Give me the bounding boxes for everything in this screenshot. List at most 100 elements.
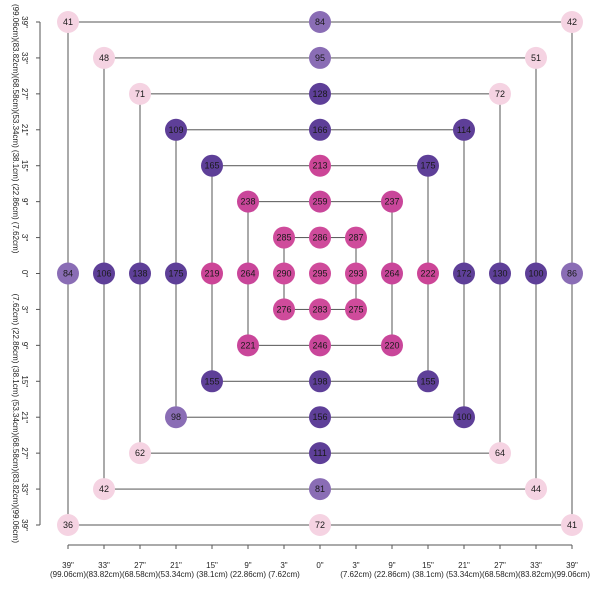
point — [309, 514, 331, 536]
tick-label-line: (22.86cm) — [11, 184, 20, 220]
point — [129, 442, 151, 465]
point-label: 86 — [567, 269, 577, 279]
tick-label-line: 39" — [566, 561, 578, 570]
point — [57, 11, 79, 33]
point-label: 175 — [168, 269, 183, 279]
point — [309, 226, 331, 249]
tick-label-line: 0" — [316, 561, 323, 570]
point-label: 222 — [420, 269, 435, 279]
point — [417, 370, 439, 393]
point-label: 155 — [420, 376, 435, 386]
point — [309, 82, 331, 105]
tick-label-line: (68.58cm) — [11, 435, 20, 471]
point-label: 264 — [240, 269, 255, 279]
tick-label-line: 27" — [20, 88, 29, 100]
point-label: 155 — [204, 376, 219, 386]
y-tick-label: 27"(68.58cm) — [11, 76, 29, 112]
tick-label-line: (22.86cm) — [11, 327, 20, 363]
point — [93, 46, 115, 69]
point — [309, 262, 331, 285]
tick-label-line: (7.62cm) — [11, 294, 20, 326]
x-tick-label: 39" (99.06cm) — [50, 561, 86, 579]
tick-label-line: 15" — [20, 375, 29, 387]
tick-label-line: 3" — [20, 234, 29, 241]
tick-label-line: 9" — [20, 342, 29, 349]
point — [57, 514, 79, 536]
point-label: 72 — [495, 89, 505, 99]
point-label: 238 — [240, 197, 255, 207]
point — [201, 370, 223, 393]
tick-label-line: 39" — [62, 561, 74, 570]
point-label: 81 — [315, 484, 325, 494]
point-label: 213 — [312, 161, 327, 171]
point-label: 220 — [384, 340, 399, 350]
point-label: 246 — [312, 340, 327, 350]
point-label: 100 — [528, 269, 543, 279]
tick-label-line: (7.62cm) — [340, 570, 372, 579]
tick-label-line: 3" — [280, 561, 287, 570]
y-tick-label: 39"(99.06cm) — [11, 4, 29, 40]
y-tick-label: 39"(99.06cm) — [11, 507, 29, 543]
point — [309, 406, 331, 429]
tick-label-line: (83.82cm) — [11, 471, 20, 507]
point — [273, 262, 295, 285]
point-label: 295 — [312, 269, 327, 279]
point — [453, 406, 475, 429]
y-tick-label: 9"(22.86cm) — [11, 184, 29, 220]
tick-label-line: 33" — [20, 483, 29, 495]
tick-label-line: 39" — [20, 519, 29, 531]
y-tick-label: 15"(38.1cm) — [11, 366, 29, 398]
point — [273, 298, 295, 321]
x-tick-label: 3" (7.62cm) — [268, 561, 300, 579]
point-label: 287 — [348, 233, 363, 243]
point — [489, 262, 511, 285]
point — [309, 334, 331, 357]
x-tick-label: 9" (22.86cm) — [230, 561, 266, 579]
tick-label-line: 9" — [388, 561, 395, 570]
point — [417, 262, 439, 285]
point-label: 84 — [63, 269, 73, 279]
tick-label-line: 33" — [98, 561, 110, 570]
point — [93, 478, 115, 501]
point — [201, 154, 223, 177]
point-label: 100 — [456, 412, 471, 422]
point — [345, 262, 367, 285]
point-label: 71 — [135, 89, 145, 99]
point-label: 130 — [492, 269, 507, 279]
point — [453, 118, 475, 141]
point-label: 293 — [348, 269, 363, 279]
point — [381, 190, 403, 213]
point — [381, 262, 403, 285]
x-tick-label: 9" (22.86cm) — [374, 561, 410, 579]
point-label: 109 — [168, 125, 183, 135]
tick-label-line: 33" — [20, 52, 29, 64]
x-tick-label: 33" (83.82cm) — [518, 561, 554, 579]
point — [237, 262, 259, 285]
tick-label-line: (83.82cm) — [11, 40, 20, 76]
tick-label-line: 21" — [170, 561, 182, 570]
point — [309, 46, 331, 69]
tick-label-line: (68.58cm) — [11, 76, 20, 112]
point-label: 106 — [96, 269, 111, 279]
point-label: 198 — [312, 376, 327, 386]
point-label: 276 — [276, 304, 291, 314]
point-label: 36 — [63, 520, 73, 530]
tick-label-line: 21" — [20, 411, 29, 423]
point-label: 41 — [567, 520, 577, 530]
point — [309, 118, 331, 141]
y-tick-label: 33"(83.82cm) — [11, 471, 29, 507]
x-tick-label: 15" (38.1cm) — [196, 561, 228, 579]
tick-label-line: 27" — [494, 561, 506, 570]
point — [561, 262, 583, 285]
point-label: 72 — [315, 520, 325, 530]
tick-label-line: 9" — [20, 198, 29, 205]
y-tick-label: 15"(38.1cm) — [11, 150, 29, 182]
point — [561, 11, 583, 33]
point — [273, 226, 295, 249]
point-label: 290 — [276, 269, 291, 279]
point — [93, 262, 115, 285]
point — [525, 262, 547, 285]
point-label: 156 — [312, 412, 327, 422]
point-label: 42 — [567, 17, 577, 27]
